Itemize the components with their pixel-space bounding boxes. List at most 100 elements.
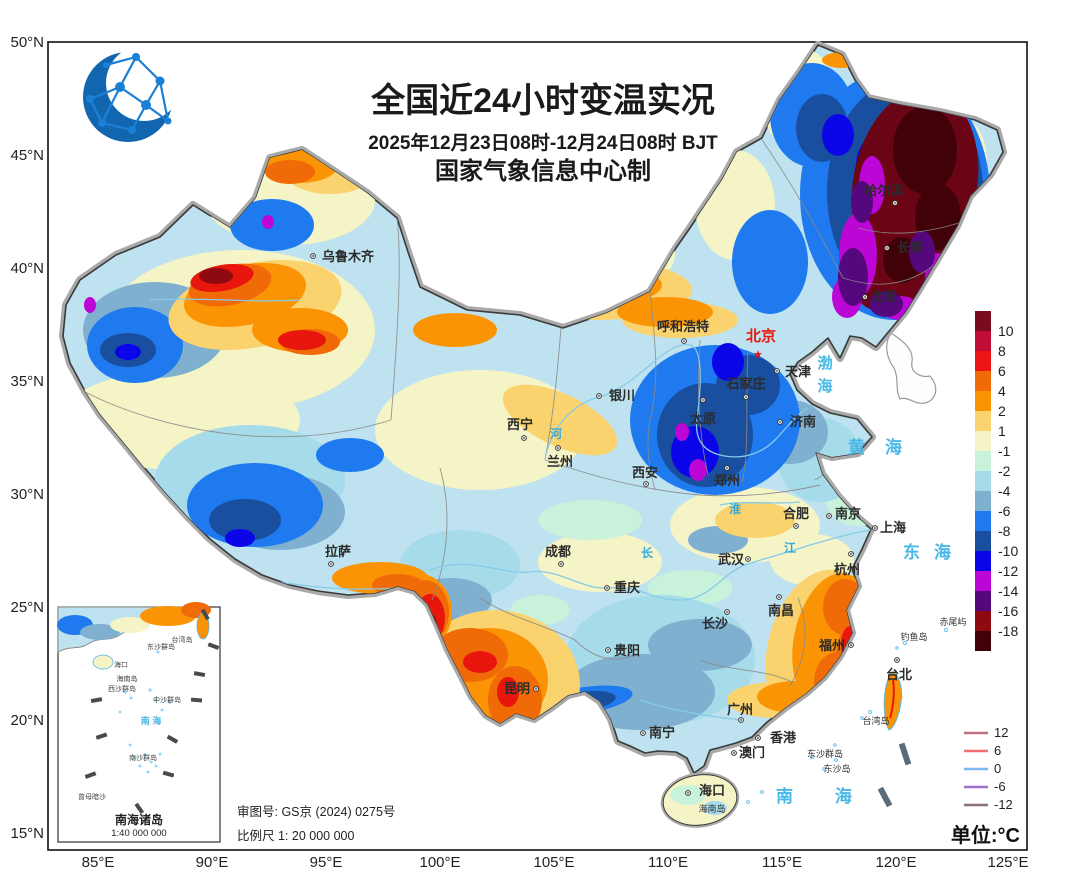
svg-text:石家庄: 石家庄 [725, 376, 765, 391]
svg-text:100°E: 100°E [419, 854, 460, 871]
inset-nine-dash-line [84, 608, 220, 815]
svg-text:-4: -4 [998, 483, 1011, 499]
label-dongsha-qundao: 东沙群岛 [807, 748, 843, 759]
svg-text:兰州: 兰州 [547, 454, 573, 469]
svg-text:海口: 海口 [699, 783, 725, 798]
colorbar: 10 8 6 4 2 1 -1 -2 -4 -6 -8 -10 -12 -14 … [975, 311, 1018, 651]
city-taipei: 台北 [886, 657, 912, 682]
svg-text:西宁: 西宁 [507, 417, 533, 432]
svg-text:35°N: 35°N [10, 373, 44, 390]
city-hongkong: 香港 [755, 730, 797, 745]
svg-text:曾母暗沙: 曾母暗沙 [78, 792, 106, 801]
isoline-legend-labels: 12 6 0 -6 -12 [994, 725, 1013, 812]
svg-text:广州: 广州 [727, 702, 753, 717]
city-markers: 乌鲁木齐 哈尔滨 长春 沈阳 呼和浩特 天津 石家庄 太原 济南 银川 西宁 兰… [310, 183, 924, 798]
city-zhengzhou: 郑州 [714, 465, 740, 488]
map-scale: 比例尺 1: 20 000 000 [237, 829, 354, 843]
city-hefei: 合肥 [783, 506, 809, 529]
sea-labels: 渤海 黄海 东海 南海 [776, 354, 951, 806]
south-china-sea-inset: 台湾岛 东沙群岛 西沙群岛 中沙群岛 南沙群岛 南 海 曾母暗沙 海口 海南岛 … [57, 602, 221, 843]
svg-text:30°N: 30°N [10, 486, 44, 503]
svg-text:贵阳: 贵阳 [614, 643, 640, 658]
city-xian: 西安 [632, 465, 658, 487]
colorbar-labels: 10 8 6 4 2 1 -1 -2 -4 -6 -8 -10 -12 -14 … [998, 323, 1018, 639]
svg-text:澳门: 澳门 [739, 745, 765, 760]
svg-text:-16: -16 [998, 603, 1018, 619]
svg-text:12: 12 [994, 725, 1008, 740]
city-wuhan: 武汉 [718, 552, 751, 567]
svg-text:-14: -14 [998, 583, 1018, 599]
svg-text:南 海: 南 海 [141, 715, 162, 726]
river-labels: 河 淮 长 江 [549, 426, 796, 560]
map-approval-number: 审图号: GS京 (2024) 0275号 [237, 804, 395, 819]
svg-text:-10: -10 [998, 543, 1018, 559]
svg-text:6: 6 [994, 743, 1001, 758]
city-lanzhou: 兰州 [547, 445, 573, 469]
city-shanghai: 上海 [872, 520, 906, 535]
svg-text:95°E: 95°E [310, 854, 343, 871]
city-xining: 西宁 [507, 417, 533, 441]
river-label-jiang: 江 [784, 540, 796, 555]
svg-text:北京: 北京 [746, 327, 776, 345]
svg-text:125°E: 125°E [987, 854, 1028, 871]
city-kunming: 昆明 [504, 681, 539, 696]
inset-scale: 1:40 000 000 [111, 828, 166, 839]
svg-text:南京: 南京 [835, 506, 861, 521]
svg-text:福州: 福州 [818, 638, 845, 653]
svg-text:-1: -1 [998, 443, 1011, 459]
hainan-island [660, 772, 740, 828]
title-credit: 国家气象信息中心制 [435, 157, 651, 185]
city-shijiazhuang: 石家庄 [725, 376, 766, 400]
svg-text:武汉: 武汉 [718, 552, 745, 567]
svg-text:4: 4 [998, 383, 1006, 399]
city-chengdu: 成都 [545, 544, 571, 567]
city-nanning: 南宁 [640, 725, 675, 740]
city-fuzhou: 福州 [818, 638, 854, 653]
city-nanjing: 南京 [826, 506, 861, 521]
svg-text:-2: -2 [998, 463, 1011, 479]
city-chongqing: 重庆 [604, 580, 640, 595]
svg-text:南昌: 南昌 [768, 603, 794, 618]
inset-islet-dots [118, 646, 172, 818]
svg-text:杭州: 杭州 [834, 562, 860, 577]
longitude-axis: 85°E 90°E 95°E 100°E 105°E 110°E 115°E 1… [82, 854, 1029, 871]
label-dongsha-dao: 东沙岛 [823, 763, 850, 774]
river-label-chang: 长 [641, 545, 654, 560]
capital-star-icon: ★ [753, 349, 763, 361]
svg-text:20°N: 20°N [10, 712, 44, 729]
city-jinan: 济南 [777, 414, 816, 429]
svg-text:15°N: 15°N [10, 825, 44, 842]
svg-text:昆明: 昆明 [504, 681, 530, 696]
svg-text:50°N: 50°N [10, 34, 44, 51]
svg-text:西安: 西安 [632, 465, 658, 480]
svg-text:成都: 成都 [545, 544, 571, 559]
province-borders [84, 139, 963, 687]
city-guangzhou: 广州 [727, 702, 753, 723]
svg-text:-12: -12 [994, 797, 1013, 812]
svg-text:台北: 台北 [886, 667, 912, 682]
city-shenyang: 沈阳 [862, 289, 897, 304]
page-title: 全国近24小时变温实况 [370, 81, 715, 120]
svg-text:香港: 香港 [769, 730, 797, 745]
svg-text:上海: 上海 [880, 520, 906, 535]
taiwan-island [883, 671, 903, 731]
svg-text:0: 0 [994, 761, 1001, 776]
svg-text:-8: -8 [998, 523, 1011, 539]
svg-text:哈尔滨: 哈尔滨 [864, 183, 903, 198]
svg-text:-12: -12 [998, 563, 1018, 579]
city-taiyuan: 太原 [689, 397, 716, 426]
svg-text:乌鲁木齐: 乌鲁木齐 [322, 249, 375, 264]
sea-label-huanghai: 黄海 [848, 437, 922, 457]
svg-text:中沙群岛: 中沙群岛 [153, 695, 181, 704]
city-urumqi: 乌鲁木齐 [310, 249, 375, 264]
river-label-he: 河 [549, 426, 562, 441]
svg-text:太原: 太原 [689, 411, 716, 426]
svg-text:重庆: 重庆 [614, 580, 640, 595]
svg-text:郑州: 郑州 [714, 473, 740, 488]
maritime-dashes [877, 742, 912, 808]
river-label-huai: 淮 [729, 501, 741, 516]
island-labels: 海南岛 台湾岛 东沙群岛 东沙岛 钓鱼岛 赤尾屿 [698, 617, 966, 814]
title-block: 全国近24小时变温实况 2025年12月23日08时-12月24日08时 BJT… [368, 81, 718, 185]
svg-text:40°N: 40°N [10, 260, 44, 277]
